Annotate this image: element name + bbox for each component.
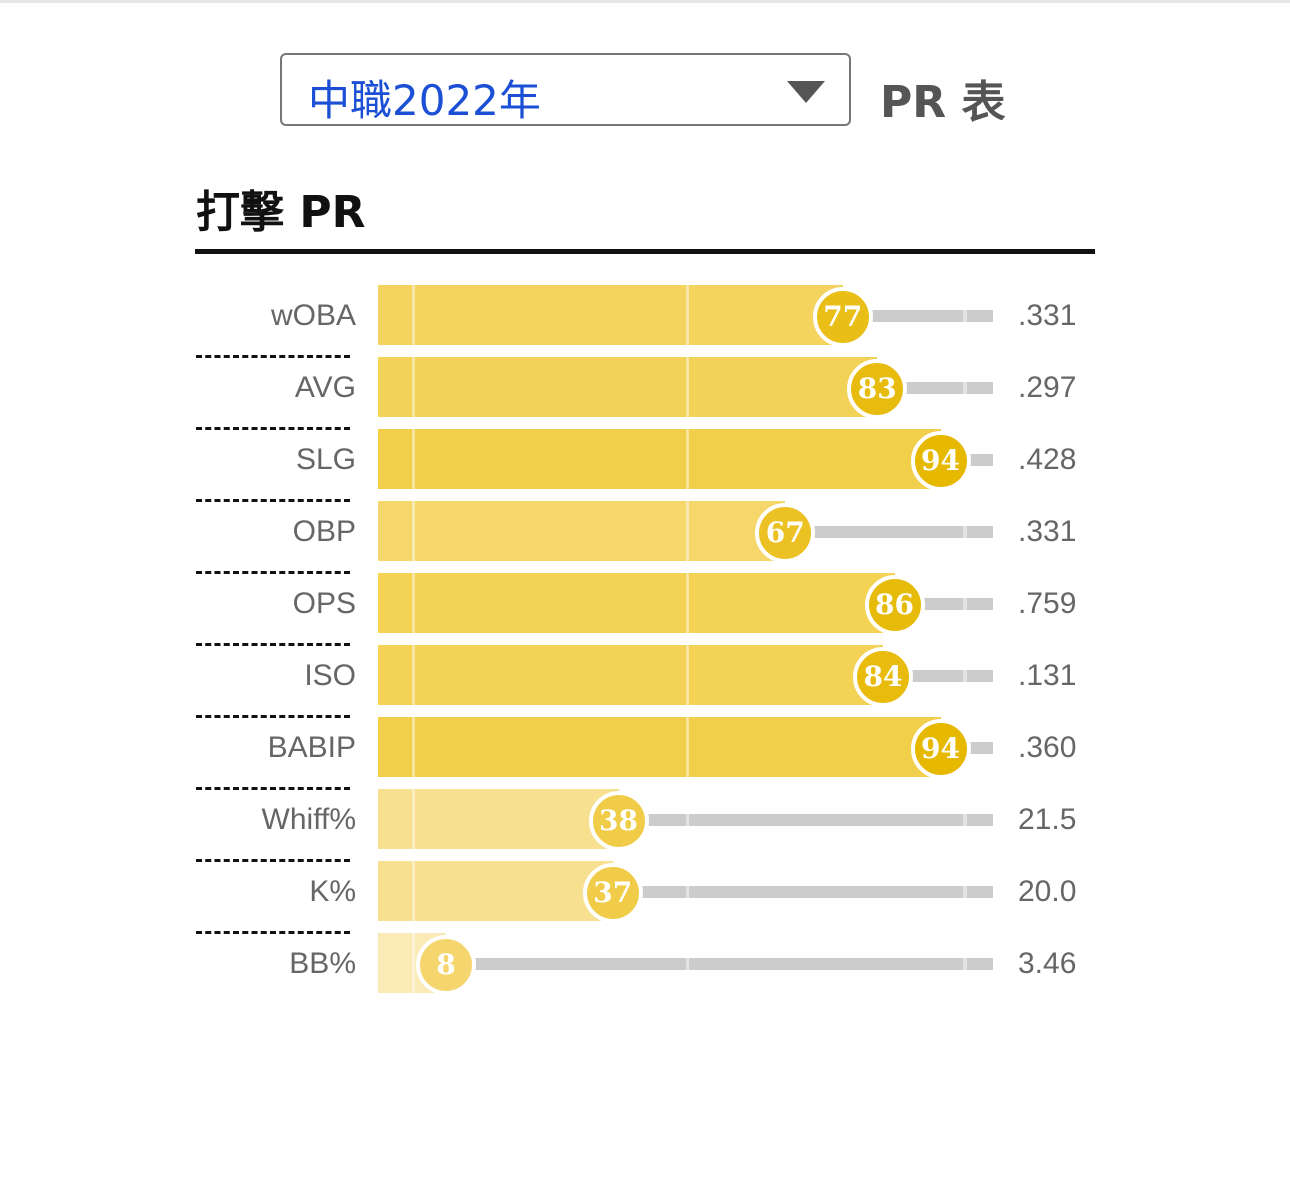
section-title: 打擊 PR <box>196 187 366 238</box>
pr-table-label: PR 表 <box>880 77 1006 128</box>
stat-value: .759 <box>1018 587 1077 620</box>
chart-row: AVG 83 .297 <box>0 357 1290 419</box>
gridline <box>963 382 967 394</box>
stat-value: 20.0 <box>1018 875 1077 908</box>
gridline <box>963 310 967 322</box>
gridline <box>412 645 415 705</box>
bar <box>378 861 613 921</box>
gridline <box>412 285 415 345</box>
gridline <box>963 598 967 610</box>
chart-row: K% 37 20.0 <box>0 861 1290 923</box>
category-label: wOBA <box>270 299 356 332</box>
track <box>618 814 993 826</box>
pr-value-badge: 77 <box>812 287 873 347</box>
pr-value-badge: 83 <box>847 359 908 419</box>
chart-row: OBP 67 .331 <box>0 501 1290 563</box>
gridline <box>412 933 415 993</box>
row-separator <box>196 643 350 646</box>
track <box>446 958 993 970</box>
category-label: SLG <box>295 443 356 476</box>
chart-row: Whiff% 38 21.5 <box>0 789 1290 851</box>
stat-value: 3.46 <box>1018 947 1077 980</box>
chart-row: BB% 8 3.46 <box>0 933 1290 995</box>
stat-value: .360 <box>1018 731 1077 764</box>
season-select-value: 中職2022年 <box>308 76 541 125</box>
gridline <box>686 285 689 345</box>
category-label: BABIP <box>267 731 356 764</box>
stat-value: .131 <box>1018 659 1077 692</box>
row-separator <box>196 571 350 574</box>
gridline <box>412 789 415 849</box>
gridline <box>686 573 689 633</box>
gridline <box>686 789 689 849</box>
gridline <box>412 429 415 489</box>
gridline <box>963 958 967 970</box>
track <box>785 526 993 538</box>
pr-value-badge: 8 <box>416 935 476 995</box>
category-label: AVG <box>294 371 356 404</box>
section-rule <box>195 249 1095 254</box>
stat-value: .331 <box>1018 299 1077 332</box>
chart-row: SLG 94 .428 <box>0 429 1290 491</box>
gridline <box>963 670 967 682</box>
pr-value-badge: 37 <box>582 863 643 923</box>
gridline <box>686 861 689 921</box>
bar <box>378 573 895 633</box>
bar <box>378 717 941 777</box>
chevron-down-icon <box>787 81 825 103</box>
stat-value: .331 <box>1018 515 1077 548</box>
row-separator <box>196 931 350 934</box>
gridline <box>412 357 415 417</box>
row-separator <box>196 355 350 358</box>
category-label: OBP <box>292 515 356 548</box>
category-label: BB% <box>289 947 356 980</box>
bar <box>378 645 883 705</box>
gridline <box>412 861 415 921</box>
pr-value-badge: 94 <box>910 431 971 491</box>
track <box>842 310 993 322</box>
track <box>612 886 993 898</box>
gridline <box>686 645 689 705</box>
row-separator <box>196 787 350 790</box>
row-separator <box>196 499 350 502</box>
gridline <box>963 886 967 898</box>
row-separator <box>196 859 350 862</box>
category-label: OPS <box>292 587 356 620</box>
gridline <box>412 717 415 777</box>
gridline <box>412 573 415 633</box>
stat-value: 21.5 <box>1018 803 1077 836</box>
gridline <box>686 717 689 777</box>
chart-row: OPS 86 .759 <box>0 573 1290 635</box>
category-label: Whiff% <box>261 803 356 836</box>
pr-value-badge: 84 <box>853 647 913 707</box>
pr-value-badge: 38 <box>588 791 649 851</box>
chart-row: ISO 84 .131 <box>0 645 1290 707</box>
gridline <box>686 357 689 417</box>
gridline <box>963 526 967 538</box>
row-separator <box>196 715 350 718</box>
pr-value-badge: 94 <box>910 719 971 779</box>
bar <box>378 357 878 417</box>
stat-value: .428 <box>1018 443 1077 476</box>
pr-value-badge: 67 <box>755 503 816 563</box>
gridline <box>412 501 415 561</box>
category-label: K% <box>309 875 356 908</box>
pr-value-badge: 86 <box>864 575 925 635</box>
gridline <box>686 933 689 993</box>
gridline <box>963 814 967 826</box>
category-label: ISO <box>304 659 356 692</box>
bar <box>378 285 843 345</box>
bar <box>378 789 619 849</box>
stat-value: .297 <box>1018 371 1077 404</box>
gridline <box>686 429 689 489</box>
season-select[interactable]: 中職2022年 <box>280 53 851 126</box>
gridline <box>686 501 689 561</box>
bar <box>378 501 786 561</box>
chart-row: wOBA 77 .331 <box>0 285 1290 347</box>
chart-row: BABIP 94 .360 <box>0 717 1290 779</box>
bar <box>378 429 941 489</box>
row-separator <box>196 427 350 430</box>
top-divider <box>0 0 1290 3</box>
